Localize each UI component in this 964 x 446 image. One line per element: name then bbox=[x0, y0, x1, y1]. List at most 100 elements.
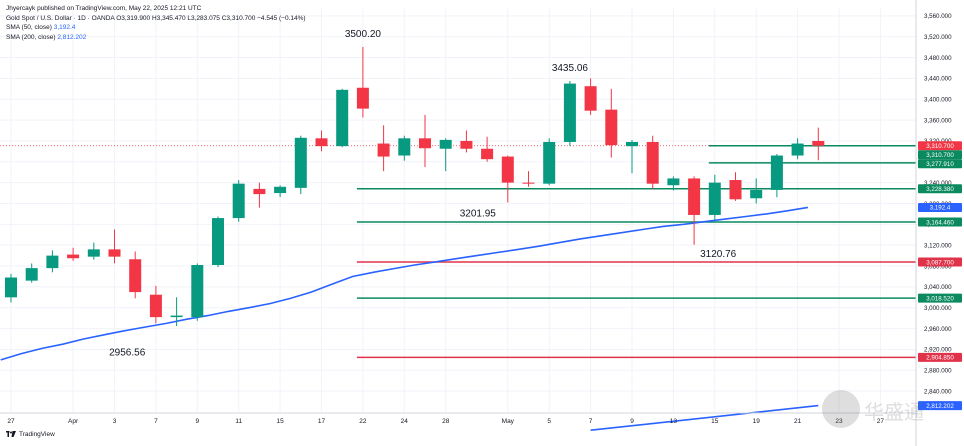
x-tick-label: May bbox=[502, 418, 515, 425]
sma-axis-tag bbox=[918, 401, 962, 411]
candle-up bbox=[46, 255, 59, 269]
candle-down bbox=[522, 182, 535, 184]
level-axis-label: 3,310.700 bbox=[926, 143, 954, 150]
candle-down bbox=[149, 294, 162, 318]
candle-down bbox=[646, 141, 659, 184]
y-tick-label: 2,880.000 bbox=[924, 368, 952, 375]
candle-up bbox=[212, 218, 224, 265]
x-tick-label: 11 bbox=[235, 418, 242, 425]
candle-up bbox=[667, 178, 680, 186]
candle-down bbox=[460, 140, 473, 149]
candle-down bbox=[129, 259, 142, 293]
x-tick-label: 7 bbox=[154, 418, 158, 425]
candle-up bbox=[791, 143, 804, 156]
chart-legend: Jhyercayk published on TradingView.com, … bbox=[6, 4, 306, 42]
candle-up bbox=[626, 141, 638, 147]
y-tick-label: 3,120.000 bbox=[924, 242, 952, 249]
y-tick-label: 2,920.000 bbox=[924, 347, 952, 354]
candle-down bbox=[605, 109, 618, 146]
moving-averages bbox=[0, 206, 819, 431]
x-tick-label: 27 bbox=[7, 418, 15, 425]
sma200-label: SMA (200, close) bbox=[6, 33, 56, 41]
x-tick-label: 13 bbox=[670, 418, 678, 425]
published-line: Jhyercayk published on TradingView.com, … bbox=[6, 5, 202, 12]
y-tick-label: 2,840.000 bbox=[924, 388, 952, 395]
candle-down bbox=[419, 138, 431, 149]
x-tick-label: 15 bbox=[276, 418, 284, 425]
y-tick-label: 3,360.000 bbox=[924, 117, 952, 124]
candle-down bbox=[501, 156, 514, 183]
x-tick-label: 9 bbox=[195, 418, 199, 425]
horizontal-levels bbox=[0, 145, 916, 359]
level-axis-label: 3,277.910 bbox=[926, 161, 954, 168]
y-tick-label: 3,240.000 bbox=[924, 180, 952, 187]
price-annotation: 2956.56 bbox=[109, 347, 146, 358]
candle-up bbox=[750, 189, 763, 199]
candle-up bbox=[274, 186, 287, 194]
candle-up bbox=[25, 268, 38, 281]
price-axis[interactable]: 2,840.000 2,880.000 2,920.000 2,960.000 3,00… bbox=[915, 0, 962, 446]
y-tick-label: 3,560.000 bbox=[924, 13, 952, 20]
sma50-line bbox=[0, 206, 809, 361]
x-tick-label: 5 bbox=[547, 418, 551, 425]
tradingview-logo-icon bbox=[6, 431, 16, 438]
sma50-value: 3,192.4 bbox=[53, 24, 76, 31]
candle-up bbox=[770, 155, 783, 190]
candle-up bbox=[336, 89, 349, 147]
x-tick-label: 15 bbox=[711, 418, 719, 425]
candle-down bbox=[356, 87, 369, 109]
y-tick-label: 2,960.000 bbox=[924, 326, 952, 333]
candle-up bbox=[398, 138, 411, 156]
x-tick-label: 17 bbox=[318, 418, 326, 425]
candle-up bbox=[708, 182, 721, 215]
y-tick-label: 3,080.000 bbox=[924, 263, 952, 270]
candle-up bbox=[87, 249, 100, 257]
x-tick-label: Apr bbox=[68, 418, 79, 425]
x-tick-label: 19 bbox=[753, 418, 761, 425]
symbol-line[interactable]: Gold Spot / U.S. Dollar · 1D · OANDA O3,… bbox=[6, 14, 306, 24]
candle-down bbox=[315, 138, 328, 147]
x-tick-label: 21 bbox=[794, 418, 802, 425]
x-tick-label: 28 bbox=[442, 418, 450, 425]
candle-down bbox=[812, 140, 825, 146]
price-annotation: 3500.20 bbox=[345, 29, 382, 40]
level-axis-label: 3,164.460 bbox=[926, 219, 954, 226]
watermark: 华盛通 bbox=[822, 384, 962, 436]
watermark-logo-icon bbox=[822, 390, 860, 428]
level-axis-tag bbox=[918, 217, 962, 227]
x-tick-label: 7 bbox=[589, 418, 593, 425]
symbol-label[interactable]: Gold Spot / U.S. Dollar · 1D · OANDA bbox=[6, 14, 115, 22]
candle-down bbox=[481, 148, 494, 160]
candle-up bbox=[563, 83, 576, 142]
sma-axis-tag bbox=[918, 202, 962, 212]
candle-up bbox=[191, 264, 204, 318]
y-tick-label: 3,040.000 bbox=[924, 284, 952, 291]
x-tick-label: 24 bbox=[401, 418, 409, 425]
y-tick-label: 3,520.000 bbox=[924, 34, 952, 41]
tradingview-brand: TradingView bbox=[19, 431, 55, 438]
candle-down bbox=[67, 254, 80, 259]
y-tick-label: 3,440.000 bbox=[924, 76, 952, 83]
sma200-value: 2,812.202 bbox=[57, 33, 87, 41]
candle-down bbox=[729, 180, 742, 200]
candle-down bbox=[253, 188, 266, 195]
sma200-line bbox=[590, 404, 819, 431]
level-axis-tag bbox=[918, 150, 962, 160]
level-axis-label: 2,904.850 bbox=[926, 355, 954, 362]
price-annotation: 3435.06 bbox=[552, 63, 589, 74]
sma50-legend[interactable]: SMA (50, close) 3,192.4 bbox=[6, 23, 306, 33]
candle-down bbox=[584, 86, 597, 111]
price-annotation: 3201.95 bbox=[460, 208, 497, 219]
time-axis[interactable]: 27 Apr 3 7 9 11 15 17 22 24 28 May 5 7 9 13 15 19 21 23 27 bbox=[0, 412, 916, 425]
level-axis-tag bbox=[918, 159, 962, 169]
level-axis-label: 3,310.700 bbox=[926, 152, 954, 159]
tradingview-footer[interactable]: TradingView bbox=[6, 431, 55, 438]
sma200-legend[interactable]: SMA (200, close) 2,812.202 bbox=[6, 33, 306, 43]
level-axis-label: 3,228.380 bbox=[926, 186, 954, 193]
level-axis-label: 3,087.700 bbox=[926, 259, 954, 266]
y-tick-label: 3,480.000 bbox=[924, 55, 952, 62]
level-axis-tag bbox=[918, 352, 962, 362]
candle-down bbox=[108, 249, 121, 257]
sma50-label: SMA (50, close) bbox=[6, 24, 52, 31]
x-tick-label: 9 bbox=[630, 418, 634, 425]
